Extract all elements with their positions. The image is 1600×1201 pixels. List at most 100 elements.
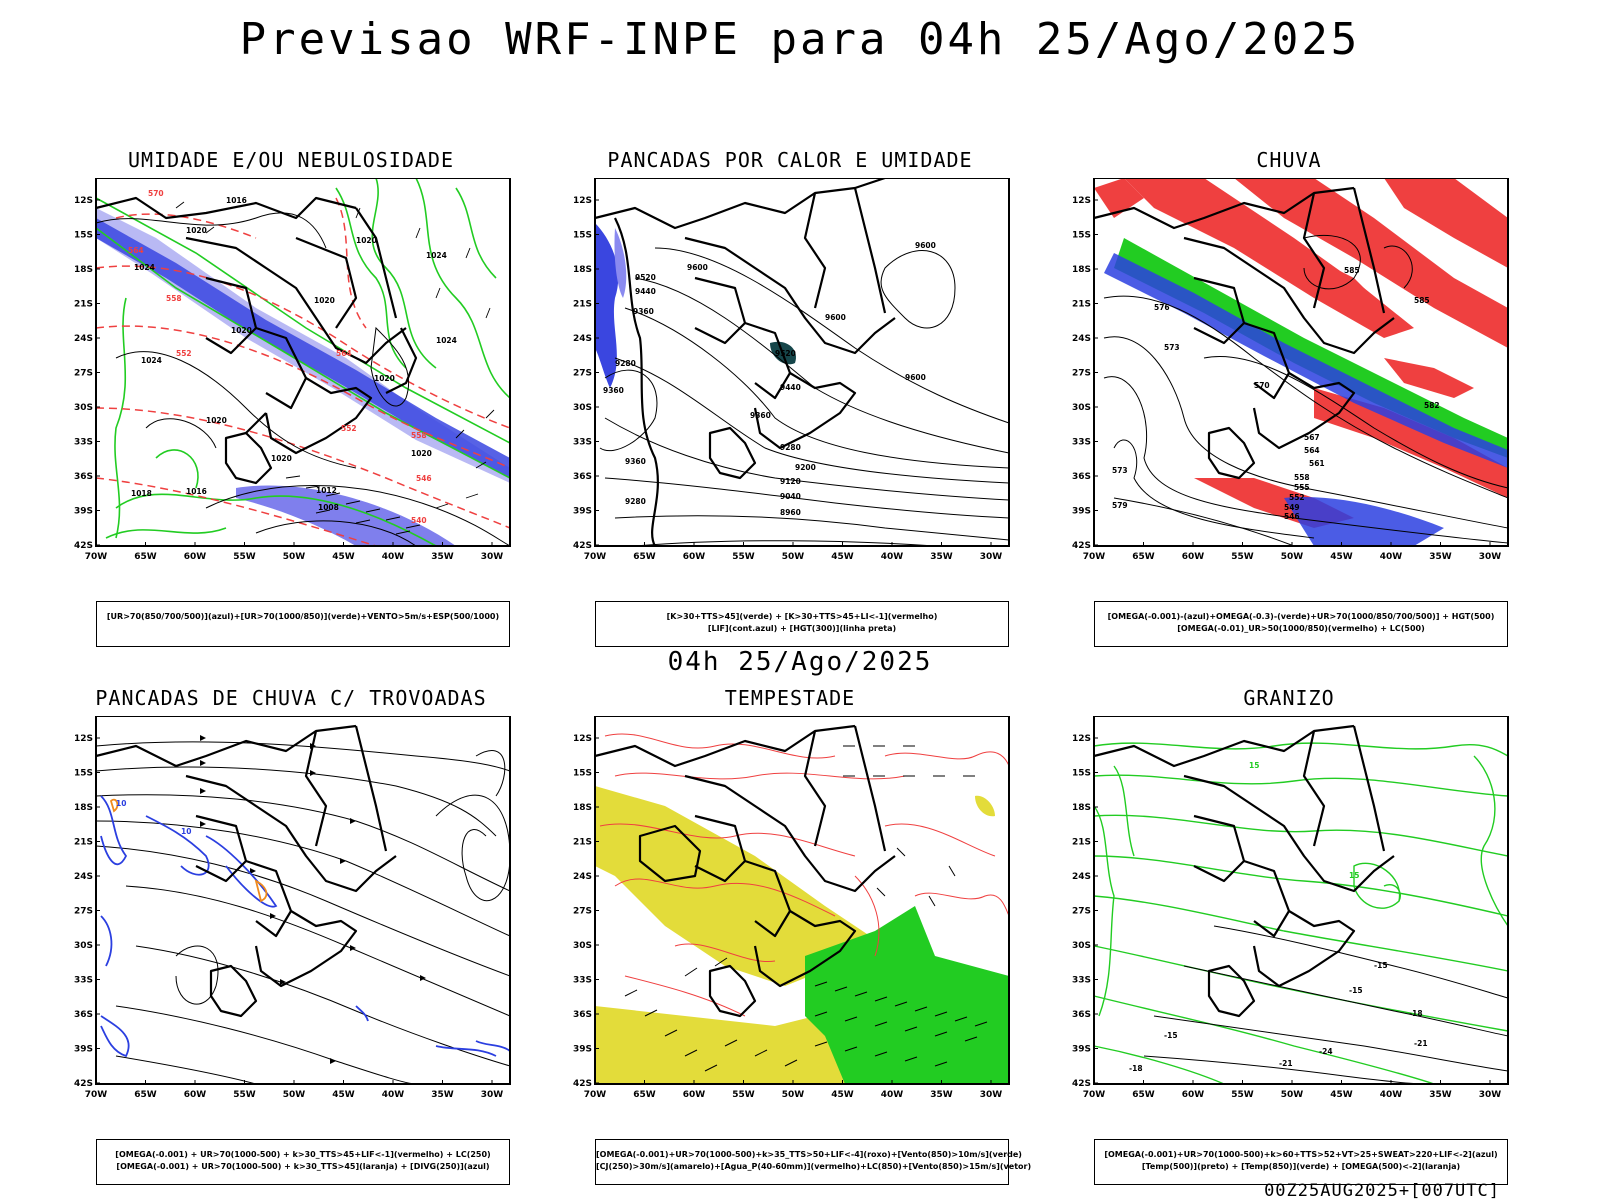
lon-axis: 70W 65W 60W 55W 50W 45W 40W 35W 30W: [85, 542, 504, 562]
contour-label: 558: [1294, 473, 1310, 482]
contour-label: -15: [1349, 986, 1363, 995]
lat-tick-label: 12S: [1072, 734, 1091, 744]
lon-tick-label: 35W: [431, 1090, 454, 1100]
contour-label: 564: [128, 246, 144, 255]
lon-tick-label: 30W: [980, 552, 1003, 562]
legend-line: [OMEGA(-0.001)+UR>70(1000-500)+k>35_TTS>…: [596, 1150, 1022, 1159]
jet-yellow-south: [595, 1006, 865, 1084]
panel-title: UMIDADE E/OU NEBULOSIDADE: [127, 148, 455, 172]
lon-axis: 70W 65W 60W 55W 50W 45W 40W 35W 30W: [584, 542, 1003, 562]
lon-tick-label: 70W: [584, 552, 607, 562]
contour-label: 564: [336, 349, 352, 358]
lon-tick-label: 35W: [431, 552, 454, 562]
jet-yellow-north: [595, 786, 885, 986]
contour-label: 1008: [318, 503, 339, 512]
contour-label: 1024: [436, 336, 457, 345]
contour-label: 1024: [134, 263, 155, 272]
lon-tick-label: 30W: [1479, 1090, 1502, 1100]
lon-tick-label: 35W: [1429, 1090, 1452, 1100]
lat-tick-label: 27S: [74, 369, 93, 379]
lat-axis: 12S 15S 18S 21S 24S 27S 30S 33S 36S 39S 42S: [74, 734, 100, 1089]
contour-label: 9440: [635, 287, 656, 296]
lat-axis: 12S 15S 18S 21S 24S 27S 30S 33S 36S 39S 42S: [573, 196, 599, 551]
lat-tick-label: 12S: [573, 196, 592, 206]
lon-tick-label: 40W: [881, 552, 904, 562]
lat-tick-label: 24S: [74, 872, 93, 882]
lat-tick-label: 27S: [573, 907, 592, 917]
lat-tick-label: 39S: [573, 507, 592, 517]
contour-label: 1024: [141, 356, 162, 365]
legend-line: [OMEGA(-0.001) + UR>70(1000-500) + k>30_…: [116, 1162, 490, 1171]
contour-label: 552: [341, 424, 357, 433]
lat-tick-label: 15S: [573, 769, 592, 779]
contour-labels: 9600 9600 9520 9440 9360 9600 9520 9440 …: [603, 241, 936, 517]
panel-title: TEMPESTADE: [724, 686, 856, 710]
lon-tick-label: 60W: [683, 1090, 706, 1100]
map-pancadas-calor: 12S 15S 18S 21S 24S 27S 30S 33S 36S 39S 42S 70W 65W…: [573, 178, 1010, 562]
lon-tick-label: 30W: [481, 552, 504, 562]
lat-tick-label: 21S: [74, 300, 93, 310]
lon-tick-label: 50W: [283, 552, 306, 562]
lat-tick-label: 18S: [573, 803, 592, 813]
lon-tick-label: 40W: [1380, 1090, 1403, 1100]
lon-tick-label: 40W: [382, 552, 405, 562]
lat-tick-label: 24S: [1072, 872, 1091, 882]
lat-tick-label: 42S: [1072, 1079, 1091, 1089]
lif-blue-area: [595, 223, 619, 388]
lon-tick-label: 65W: [633, 552, 656, 562]
legend-box: [OMEGA(-0.001) + UR>70(1000-500) + k>30_…: [96, 1139, 510, 1185]
lat-tick-label: 33S: [1072, 976, 1091, 986]
lon-tick-label: 45W: [332, 552, 355, 562]
lon-tick-label: 35W: [930, 552, 953, 562]
moisture-band-blue: [96, 218, 510, 478]
contour-label: -24: [1319, 1047, 1333, 1056]
contour-label: 552: [176, 349, 192, 358]
contour-label: 558: [411, 431, 427, 440]
lat-tick-label: 21S: [1072, 300, 1091, 310]
contour-label: 579: [1112, 501, 1128, 510]
lon-axis: 70W 65W 60W 55W 50W 45W 40W 35W 30W: [1083, 542, 1501, 562]
lat-tick-label: 12S: [1072, 196, 1091, 206]
contour-label: 9360: [633, 307, 654, 316]
lon-tick-label: 40W: [881, 1090, 904, 1100]
contour-labels: 585 585 576 573 570 567 564 561 558 555 …: [1112, 266, 1440, 521]
lat-tick-label: 24S: [1072, 334, 1091, 344]
lat-tick-label: 42S: [573, 1079, 592, 1089]
lat-tick-label: 18S: [1072, 265, 1091, 275]
contour-label: 9280: [780, 443, 801, 452]
contour-label: 1020: [271, 454, 292, 463]
map-frame: [1093, 716, 1509, 1085]
lat-tick-label: 27S: [1072, 369, 1091, 379]
contour-label: 552: [1289, 493, 1305, 502]
lon-tick-label: 60W: [184, 552, 207, 562]
lat-tick-label: 36S: [1072, 472, 1091, 482]
lat-tick-label: 24S: [573, 872, 592, 882]
lat-tick-label: 27S: [74, 907, 93, 917]
lon-tick-label: 45W: [831, 1090, 854, 1100]
lon-tick-label: 55W: [1231, 552, 1254, 562]
country-borders: [95, 724, 397, 1018]
contour-label: -21: [1279, 1059, 1293, 1068]
lat-tick-label: 18S: [74, 265, 93, 275]
contour-label: 1020: [411, 449, 432, 458]
lat-tick-label: 15S: [74, 769, 93, 779]
lat-tick-label: 21S: [74, 838, 93, 848]
contour-label: 573: [1164, 343, 1180, 352]
contour-label: 9040: [780, 492, 801, 501]
contour-label: 15: [1349, 871, 1359, 880]
contour-label: 1018: [131, 489, 152, 498]
lon-tick-label: 70W: [85, 1090, 108, 1100]
lon-tick-label: 70W: [1083, 552, 1106, 562]
contour-label: -15: [1164, 1031, 1178, 1040]
lon-tick-label: 65W: [1132, 1090, 1155, 1100]
contour-label: 1016: [226, 196, 247, 205]
contour-label: 570: [1254, 381, 1270, 390]
panel-pancadas-calor: PANCADAS POR CALOR E UMIDADE: [555, 148, 1025, 647]
panel-title: GRANIZO: [1243, 686, 1335, 710]
lat-tick-label: 39S: [74, 1045, 93, 1055]
lon-tick-label: 50W: [782, 552, 805, 562]
contour-label: 9600: [905, 373, 926, 382]
lat-tick-label: 15S: [1072, 231, 1091, 241]
panel-title: PANCADAS DE CHUVA C/ TROVOADAS: [95, 686, 487, 710]
legend-line: [CJ(250)>30m/s](amarelo)+[Agua_P(40-60mm…: [596, 1162, 1032, 1171]
